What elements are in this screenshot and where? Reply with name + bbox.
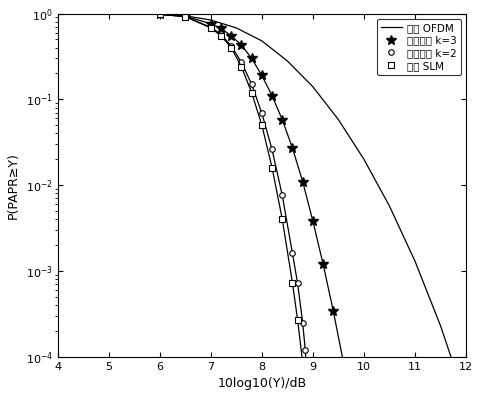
改进算法 k=2	[269, 147, 275, 152]
改进算法 k=3	[239, 42, 244, 47]
改进算法 k=3	[182, 14, 188, 19]
原始 OFDM	[285, 59, 290, 64]
改进算法 k=2	[249, 82, 254, 87]
传统 SLM	[259, 123, 265, 127]
原始 OFDM	[259, 39, 265, 43]
改进算法 k=3	[310, 219, 316, 224]
改进算法 k=3	[249, 56, 254, 61]
改进算法 k=2	[302, 347, 308, 352]
改进算法 k=2	[289, 251, 295, 256]
改进算法 k=3	[269, 93, 275, 98]
传统 SLM	[208, 25, 214, 30]
改进算法 k=3	[228, 33, 234, 38]
改进算法 k=3	[289, 146, 295, 150]
原始 OFDM	[157, 12, 163, 17]
改进算法 k=3	[300, 179, 306, 184]
改进算法 k=2	[239, 60, 244, 65]
改进算法 k=3	[330, 309, 336, 314]
Y-axis label: P(PAPR≥Y): P(PAPR≥Y)	[7, 152, 20, 218]
改进算法 k=3	[218, 26, 224, 31]
Line: 原始 OFDM: 原始 OFDM	[58, 13, 466, 397]
改进算法 k=3	[341, 360, 347, 365]
传统 SLM	[249, 90, 254, 95]
改进算法 k=3	[320, 262, 326, 266]
改进算法 k=2	[157, 12, 163, 17]
Line: 传统 SLM: 传统 SLM	[156, 11, 316, 397]
改进算法 k=3	[279, 117, 285, 122]
改进算法 k=2	[279, 193, 285, 198]
改进算法 k=2	[259, 111, 265, 116]
改进算法 k=2	[208, 25, 214, 30]
改进算法 k=3	[259, 73, 265, 78]
原始 OFDM	[182, 13, 188, 18]
原始 OFDM	[55, 11, 60, 16]
原始 OFDM	[438, 323, 444, 328]
改进算法 k=2	[218, 32, 224, 37]
改进算法 k=3	[157, 12, 163, 17]
改进算法 k=2	[228, 44, 234, 48]
Line: 改进算法 k=2: 改进算法 k=2	[157, 12, 311, 392]
改进算法 k=2	[295, 281, 300, 285]
原始 OFDM	[310, 85, 316, 89]
Line: 改进算法 k=3: 改进算法 k=3	[155, 10, 369, 397]
传统 SLM	[228, 45, 234, 50]
传统 SLM	[295, 317, 300, 322]
传统 SLM	[289, 281, 295, 285]
改进算法 k=3	[208, 21, 214, 26]
原始 OFDM	[336, 117, 341, 122]
传统 SLM	[269, 165, 275, 170]
传统 SLM	[279, 217, 285, 222]
传统 SLM	[300, 360, 306, 365]
改进算法 k=2	[182, 14, 188, 19]
传统 SLM	[239, 64, 244, 69]
Legend: 原始 OFDM, 改进算法 k=3, 改进算法 k=2, 传统 SLM: 原始 OFDM, 改进算法 k=3, 改进算法 k=2, 传统 SLM	[377, 19, 461, 75]
原始 OFDM	[233, 25, 239, 30]
原始 OFDM	[208, 17, 214, 22]
传统 SLM	[182, 14, 188, 19]
传统 SLM	[157, 12, 163, 17]
改进算法 k=2	[300, 320, 306, 325]
原始 OFDM	[106, 11, 112, 16]
X-axis label: 10log10(Y)/dB: 10log10(Y)/dB	[217, 377, 306, 390]
原始 OFDM	[361, 157, 367, 162]
改进算法 k=2	[305, 387, 311, 391]
传统 SLM	[218, 33, 224, 38]
原始 OFDM	[412, 259, 418, 264]
原始 OFDM	[386, 204, 392, 208]
